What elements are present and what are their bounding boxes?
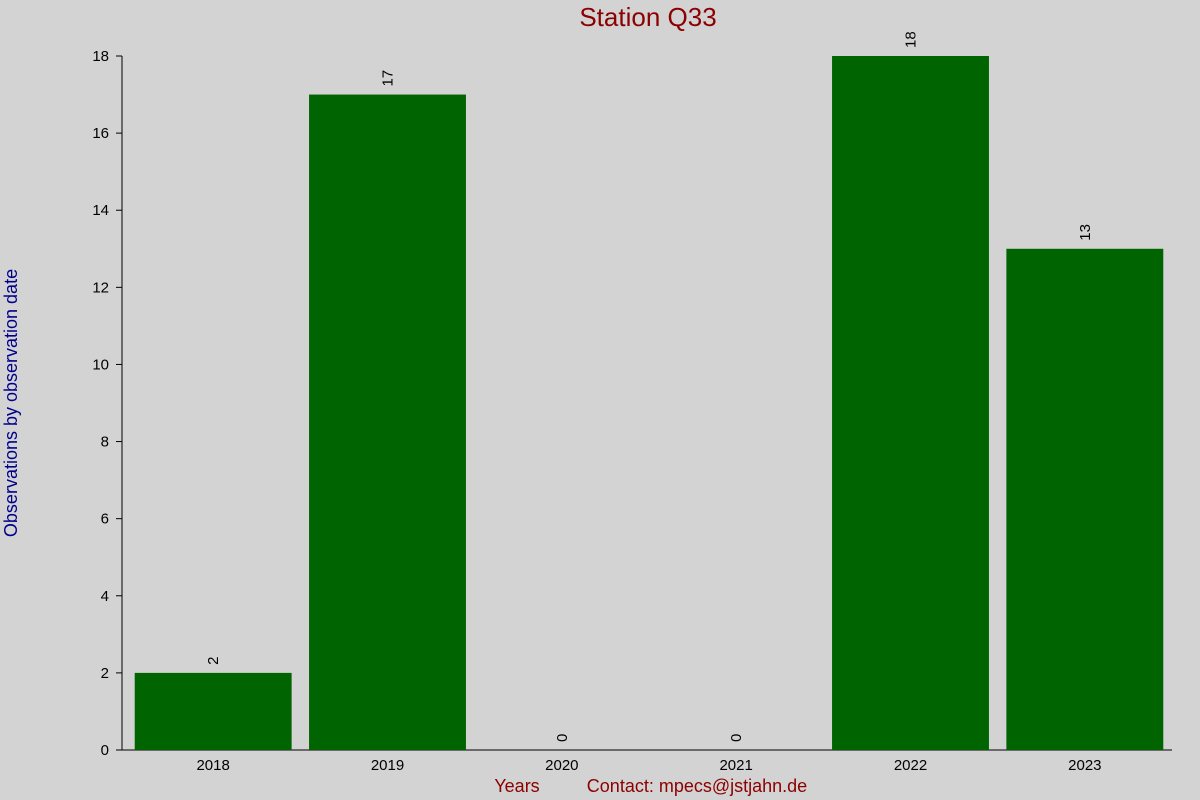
value-label: 0 (728, 734, 745, 742)
y-axis-title: Observations by observation date (1, 269, 21, 537)
y-tick-label: 4 (101, 588, 109, 605)
x-tick-label: 2023 (1068, 757, 1101, 774)
bar (1006, 248, 1164, 750)
x-tick-label: 2021 (719, 757, 752, 774)
y-tick-label: 12 (92, 279, 109, 296)
y-tick-label: 0 (101, 742, 109, 759)
x-tick-label: 2018 (196, 757, 229, 774)
x-tick-label: 2022 (894, 757, 927, 774)
y-tick-label: 14 (92, 202, 109, 219)
x-tick-label: 2019 (371, 757, 404, 774)
x-tick-label: 2020 (545, 757, 578, 774)
y-tick-label: 16 (92, 125, 109, 142)
y-tick-label: 8 (101, 434, 109, 451)
value-label: 13 (1077, 224, 1094, 241)
annotation: Contact: mpecs@jstjahn.de (587, 776, 807, 796)
value-label: 2 (205, 657, 222, 665)
bar (309, 94, 466, 751)
x-axis-title: Years (494, 776, 539, 796)
y-tick-label: 6 (101, 511, 109, 528)
chart-title: Station Q33 (579, 2, 716, 32)
y-tick-label: 18 (92, 48, 109, 65)
value-label: 0 (554, 734, 571, 742)
value-label: 17 (380, 70, 397, 87)
bar (134, 672, 292, 750)
y-tick-label: 2 (101, 665, 109, 682)
y-tick-label: 10 (92, 356, 109, 373)
value-label: 18 (903, 31, 920, 48)
bar (832, 56, 989, 750)
